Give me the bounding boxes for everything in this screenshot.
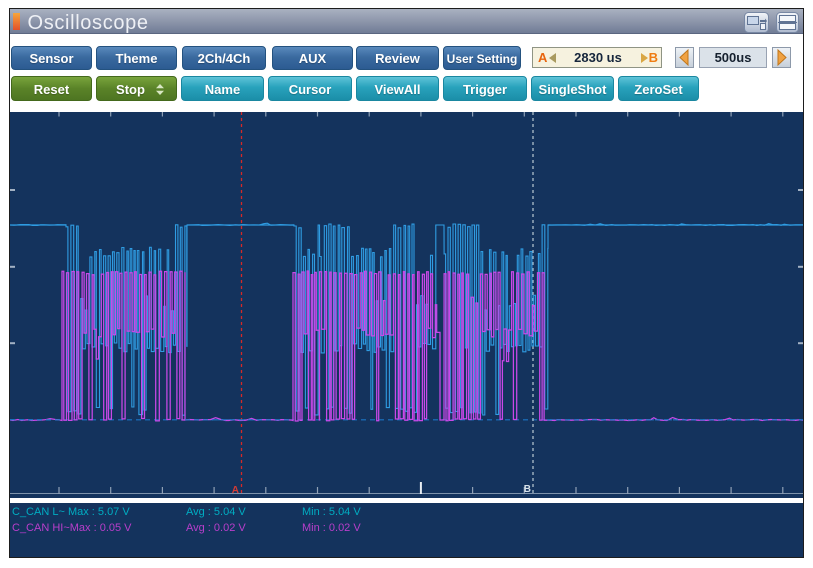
svg-text:A: A — [232, 485, 239, 496]
svg-text:B: B — [524, 484, 531, 495]
